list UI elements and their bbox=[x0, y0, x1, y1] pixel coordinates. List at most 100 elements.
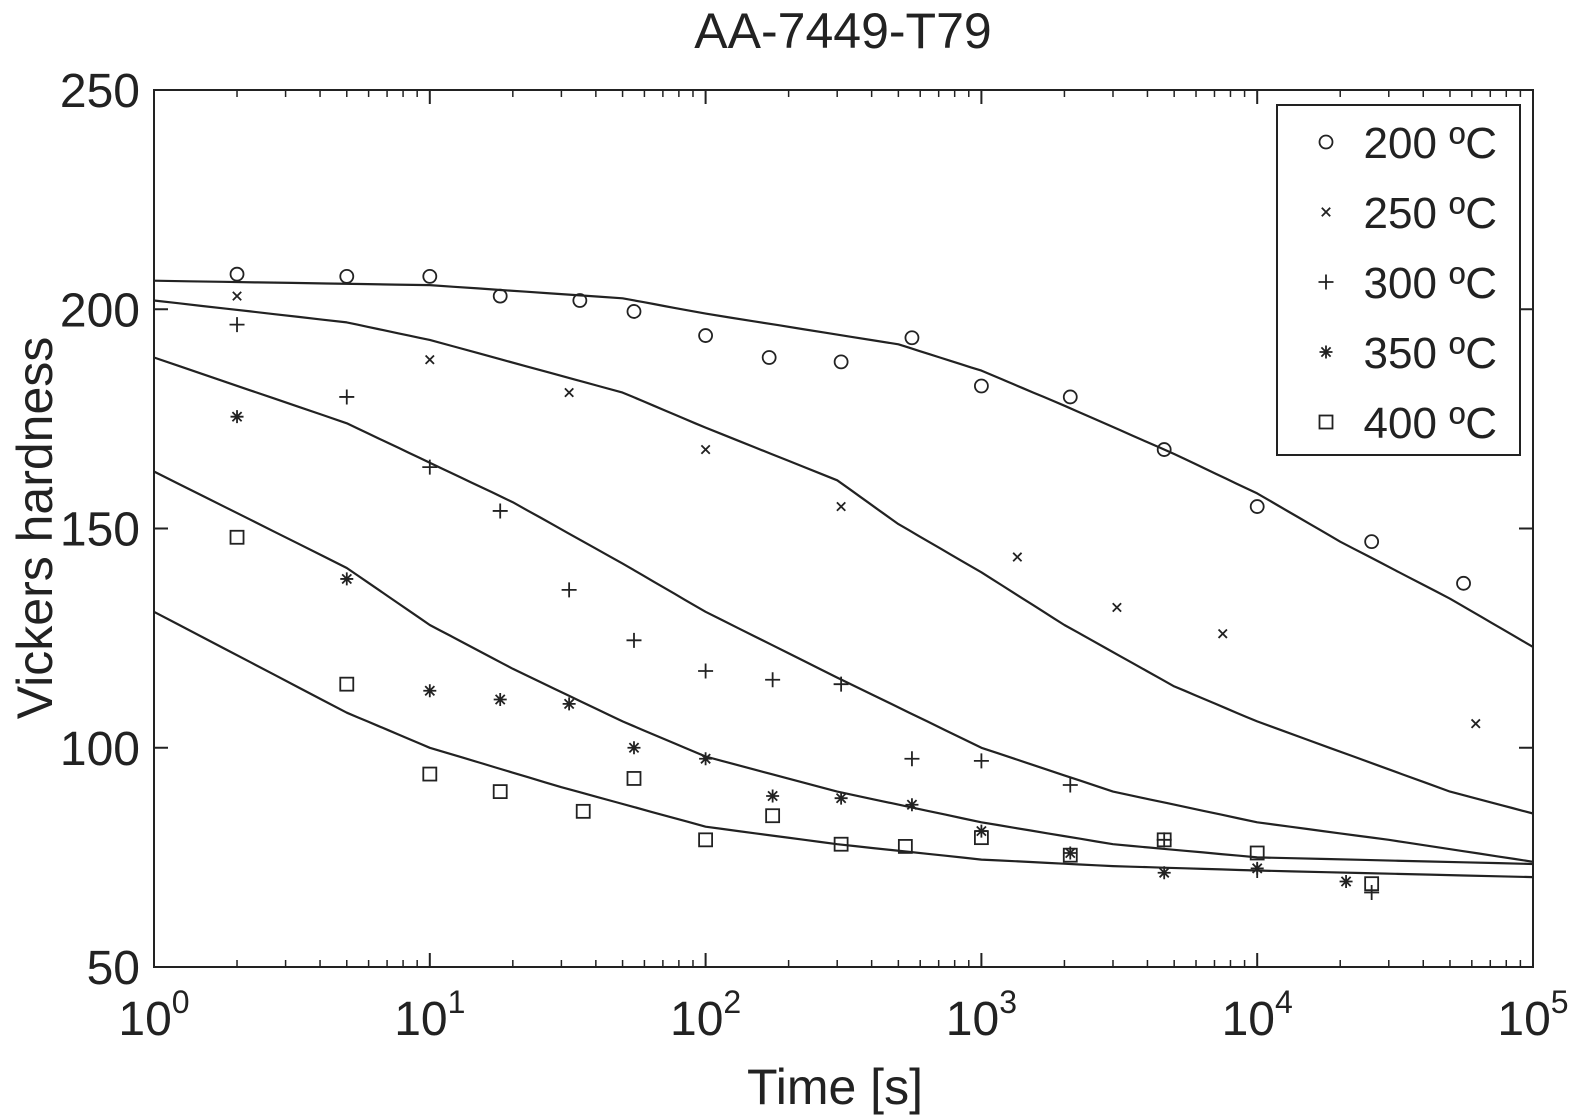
legend-marker bbox=[1319, 345, 1333, 359]
plot-frame bbox=[153, 89, 1534, 968]
marker-shape bbox=[1470, 718, 1481, 729]
data-point bbox=[973, 753, 989, 769]
data-point bbox=[1156, 832, 1172, 848]
marker-shape bbox=[564, 387, 574, 398]
data-point bbox=[904, 751, 920, 767]
data-point bbox=[1062, 847, 1078, 863]
marker-shape bbox=[1364, 884, 1380, 900]
legend-box bbox=[1276, 104, 1521, 456]
marker-shape bbox=[575, 803, 591, 819]
marker-shape bbox=[1156, 832, 1172, 848]
marker-shape bbox=[765, 672, 781, 688]
y-tick-label: 250 bbox=[60, 65, 140, 118]
data-point bbox=[834, 791, 848, 805]
data-point bbox=[572, 293, 588, 308]
marker-shape bbox=[626, 632, 642, 648]
marker-shape bbox=[229, 266, 245, 282]
marker-shape bbox=[1062, 389, 1078, 405]
data-point bbox=[561, 582, 577, 598]
marker-shape bbox=[698, 832, 713, 848]
data-point bbox=[492, 503, 508, 519]
marker-shape bbox=[1318, 274, 1334, 290]
data-point bbox=[974, 830, 989, 846]
data-point bbox=[698, 832, 713, 848]
marker-shape bbox=[229, 317, 245, 333]
data-point bbox=[1339, 874, 1353, 888]
data-point bbox=[564, 387, 574, 398]
marker-shape bbox=[339, 389, 355, 405]
marker-shape bbox=[340, 572, 354, 586]
data-point bbox=[340, 572, 354, 586]
data-point bbox=[424, 354, 435, 365]
marker-shape bbox=[339, 676, 355, 692]
legend-marker bbox=[1321, 207, 1331, 217]
marker-shape bbox=[766, 789, 780, 803]
marker-shape bbox=[904, 751, 920, 767]
data-point bbox=[1217, 628, 1228, 639]
data-point bbox=[1364, 884, 1380, 900]
data-point bbox=[833, 354, 849, 370]
marker-shape bbox=[1364, 534, 1380, 550]
marker-shape bbox=[1156, 832, 1172, 848]
marker-shape bbox=[423, 684, 437, 698]
marker-shape bbox=[422, 268, 438, 284]
data-point bbox=[905, 798, 919, 812]
marker-shape bbox=[700, 444, 711, 455]
marker-shape bbox=[1318, 414, 1334, 430]
marker-shape bbox=[1157, 866, 1171, 880]
legend-marker bbox=[1318, 274, 1334, 290]
marker-shape bbox=[904, 330, 920, 346]
marker-shape bbox=[493, 693, 507, 707]
marker-shape bbox=[562, 697, 576, 711]
data-point bbox=[230, 410, 244, 424]
data-point bbox=[1063, 846, 1077, 860]
marker-shape bbox=[1318, 134, 1334, 150]
data-point bbox=[627, 741, 641, 755]
x-axis-label: Time [s] bbox=[747, 1059, 923, 1115]
data-point bbox=[626, 304, 642, 319]
marker-shape bbox=[422, 766, 438, 782]
data-point bbox=[1456, 575, 1471, 591]
data-point bbox=[492, 784, 508, 799]
marker-shape bbox=[973, 753, 989, 769]
data-point bbox=[700, 444, 711, 455]
marker-shape bbox=[834, 791, 848, 805]
data-point bbox=[626, 771, 642, 786]
marker-shape bbox=[626, 304, 642, 319]
data-point bbox=[492, 288, 508, 304]
data-point bbox=[1062, 389, 1078, 405]
marker-shape bbox=[698, 328, 713, 343]
marker-shape bbox=[230, 410, 244, 424]
y-tick-label: 50 bbox=[87, 942, 140, 995]
x-tick-label: 104 bbox=[1222, 984, 1293, 1046]
data-point bbox=[575, 803, 591, 819]
marker-shape bbox=[1156, 442, 1172, 457]
marker-shape bbox=[1249, 845, 1265, 861]
data-point bbox=[1156, 832, 1172, 848]
marker-shape bbox=[1063, 846, 1077, 860]
marker-shape bbox=[1321, 207, 1331, 217]
data-point bbox=[1364, 876, 1380, 892]
marker-shape bbox=[232, 291, 242, 301]
data-point bbox=[836, 501, 846, 512]
data-point bbox=[339, 268, 355, 284]
data-point bbox=[904, 330, 920, 346]
fit-line bbox=[153, 279, 1534, 648]
data-point bbox=[698, 328, 713, 343]
data-point bbox=[1012, 552, 1023, 562]
data-point bbox=[229, 317, 245, 333]
fit-line bbox=[153, 299, 1534, 815]
data-point bbox=[339, 389, 355, 405]
data-point bbox=[229, 529, 245, 545]
x-tick-label: 105 bbox=[1497, 984, 1568, 1046]
marker-shape bbox=[1249, 499, 1265, 514]
y-tick-label: 200 bbox=[60, 284, 140, 337]
data-point bbox=[1470, 718, 1481, 729]
y-tick-label: 150 bbox=[60, 504, 140, 557]
legend-marker bbox=[1318, 414, 1334, 430]
legend-label: 350 ºC bbox=[1364, 329, 1497, 378]
marker-shape bbox=[561, 582, 577, 598]
legend-label: 300 ºC bbox=[1364, 259, 1497, 308]
data-point bbox=[833, 836, 849, 852]
marker-shape bbox=[836, 501, 846, 512]
